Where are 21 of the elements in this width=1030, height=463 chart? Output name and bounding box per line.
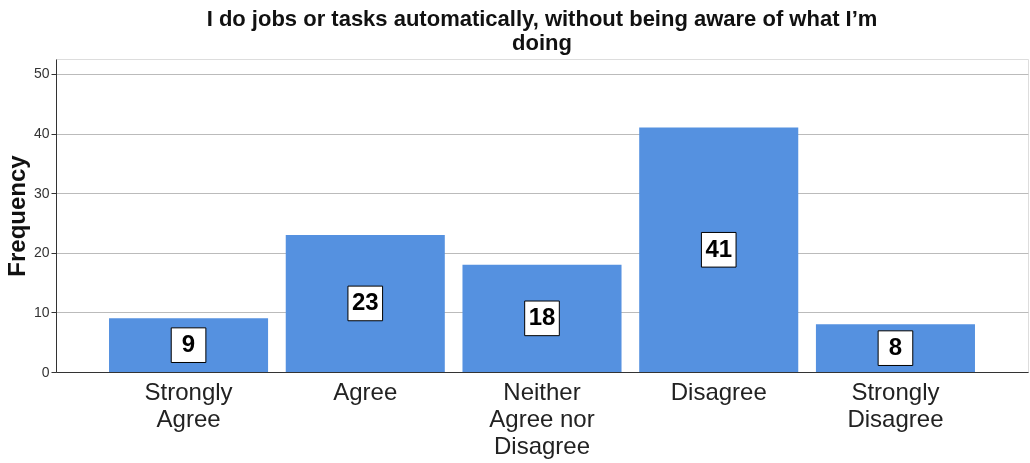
data-label: 9 [181,330,196,358]
bar [285,234,445,372]
x-tick-label: Disagree [670,377,767,405]
y-tick-label: 0 [41,363,50,380]
chart-title: I do jobs or tasks automatically, without being aware of what I’m doing [206,6,878,55]
bar [639,127,799,372]
x-tick-label: Strongly Disagree [847,377,944,432]
y-tick-label: 30 [33,184,50,201]
data-label: 41 [705,234,733,262]
data-label: 8 [888,333,903,361]
x-tick-label: Neither Agree nor Disagree [489,377,595,459]
bar [462,264,622,372]
data-label: 23 [351,288,379,316]
y-tick-label: 10 [33,303,50,320]
x-tick-label: Agree [333,377,398,405]
data-label: 18 [528,303,556,331]
x-tick-label: Strongly Agree [144,377,233,432]
y-tick-label: 20 [33,244,50,261]
y-tick-label: 40 [33,125,50,142]
y-tick-label: 50 [33,65,50,82]
y-axis-title: Frequency [2,154,30,277]
